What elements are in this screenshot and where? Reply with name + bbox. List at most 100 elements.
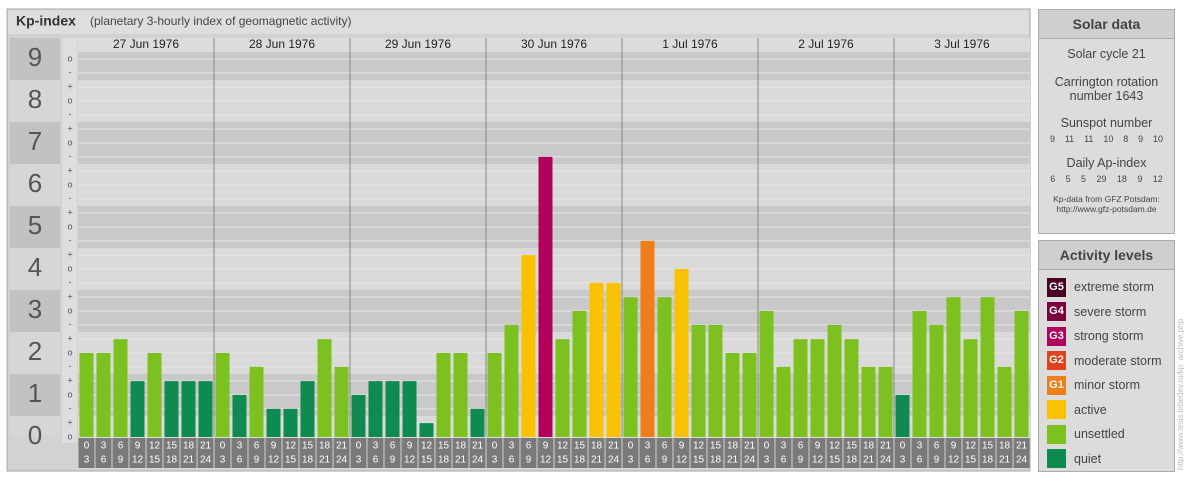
- x-tick-label: 15: [693, 455, 705, 466]
- x-tick-label: 15: [829, 455, 841, 466]
- day-label: 28 Jun 1976: [249, 37, 315, 51]
- x-tick-label: 6: [934, 441, 940, 452]
- x-tick-label: 6: [917, 455, 923, 466]
- minor-tick-label: -: [69, 109, 72, 119]
- x-tick-label: 6: [509, 455, 515, 466]
- hour-box: [350, 438, 367, 468]
- hour-box: [163, 438, 180, 468]
- hour-box: [78, 438, 95, 468]
- hour-box: [622, 438, 639, 468]
- x-tick-label: 21: [999, 455, 1011, 466]
- bar: [1014, 311, 1029, 437]
- bar: [232, 395, 247, 437]
- y-band: [10, 248, 60, 290]
- legend-item: quiet: [1039, 447, 1174, 472]
- ap-label: Daily Ap-index: [1066, 156, 1147, 170]
- bar: [725, 353, 740, 437]
- y-tick-label: 4: [28, 252, 42, 282]
- x-tick-label: 18: [455, 441, 467, 452]
- day-label: 2 Jul 1976: [798, 37, 854, 51]
- hour-box: [333, 438, 350, 468]
- x-tick-label: 3: [509, 441, 515, 452]
- minor-tick-label: -: [69, 403, 72, 413]
- bar: [351, 395, 366, 437]
- x-tick-label: 6: [237, 455, 243, 466]
- hour-box: [996, 438, 1013, 468]
- hour-box: [690, 438, 707, 468]
- x-tick-label: 15: [710, 441, 722, 452]
- legend-label: moderate storm: [1074, 353, 1162, 368]
- x-tick-label: 9: [135, 441, 141, 452]
- ap-value: 12: [1152, 174, 1163, 184]
- sunspot-number: 11: [1084, 134, 1094, 144]
- minor-tick-label: +: [67, 82, 72, 92]
- day-label: 29 Jun 1976: [385, 37, 451, 51]
- levels-list: G5 extreme storm G4 severe storm G3 strong st…: [1039, 275, 1174, 471]
- y-tick-label: 9: [28, 42, 42, 72]
- hour-box: [282, 438, 299, 468]
- bar: [147, 353, 162, 437]
- x-tick-label: 21: [608, 441, 620, 452]
- hour-box: [962, 438, 979, 468]
- x-tick-label: 0: [356, 441, 362, 452]
- x-tick-label: 9: [543, 441, 549, 452]
- minor-tick-label: -: [69, 151, 72, 161]
- carrington: Carrington rotation number 1643: [1054, 75, 1159, 103]
- legend-label: active: [1074, 402, 1107, 417]
- minor-tick-label: o: [67, 347, 72, 357]
- bar: [878, 366, 893, 437]
- bar: [623, 297, 638, 437]
- y-band: [10, 38, 60, 80]
- legend-label: severe storm: [1074, 304, 1147, 319]
- legend-swatch: G3: [1047, 326, 1066, 346]
- hour-box: [180, 438, 197, 468]
- y-band: [10, 80, 60, 122]
- bar: [283, 408, 298, 437]
- x-tick-label: 21: [455, 455, 467, 466]
- minor-tick-label: o: [67, 263, 72, 273]
- x-tick-label: 0: [900, 441, 906, 452]
- x-tick-label: 21: [591, 455, 603, 466]
- x-tick-label: 3: [492, 455, 498, 466]
- minor-tick-label: -: [69, 361, 72, 371]
- bar: [504, 324, 519, 437]
- bar: [912, 311, 927, 437]
- x-tick-label: 18: [999, 441, 1011, 452]
- legend-label: strong storm: [1074, 329, 1144, 344]
- hour-box: [775, 438, 792, 468]
- bar: [521, 255, 536, 437]
- minor-tick-label: +: [67, 166, 72, 176]
- legend-label: unsettled: [1074, 427, 1125, 442]
- y-band: [10, 206, 60, 248]
- minor-tick-label: +: [67, 376, 72, 386]
- sunspot-label: Sunspot number: [1060, 116, 1153, 130]
- bar: [844, 339, 859, 437]
- hour-box: [146, 438, 163, 468]
- x-tick-label: 9: [271, 441, 277, 452]
- hour-box: [877, 438, 894, 468]
- x-tick-label: 21: [880, 441, 892, 452]
- x-tick-label: 6: [662, 441, 668, 452]
- legend-item: G3 strong storm: [1039, 324, 1174, 349]
- x-tick-label: 9: [390, 455, 396, 466]
- hour-box: [826, 438, 843, 468]
- hour-box: [129, 438, 146, 468]
- x-tick-label: 12: [948, 455, 960, 466]
- hour-box: [605, 438, 622, 468]
- hour-box: [928, 438, 945, 468]
- hour-box: [537, 438, 554, 468]
- day-label: 27 Jun 1976: [113, 37, 179, 51]
- bar: [929, 324, 944, 437]
- solar-panel: Solar data Solar cycle 21 Carrington rot…: [1038, 9, 1175, 234]
- ap-value: 18: [1116, 174, 1127, 184]
- hour-box: [724, 438, 741, 468]
- hour-box: [588, 438, 605, 468]
- sunspot-row: 9 11 11 10 8 9 10: [1039, 134, 1174, 144]
- ap-value: 6: [1050, 174, 1056, 184]
- x-tick-label: 9: [526, 455, 532, 466]
- x-tick-label: 0: [84, 441, 90, 452]
- bar: [946, 297, 961, 437]
- x-tick-label: 15: [149, 455, 161, 466]
- ap-value: 5: [1081, 174, 1087, 184]
- minor-tick-label: o: [67, 179, 72, 189]
